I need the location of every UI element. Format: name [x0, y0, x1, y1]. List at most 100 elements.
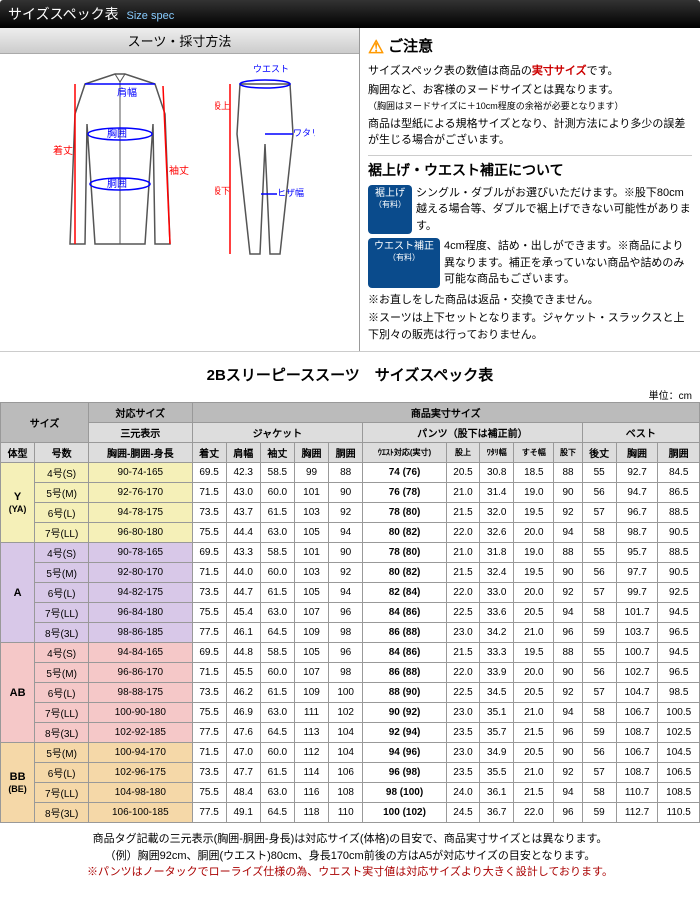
cell: 46.1 — [226, 623, 260, 643]
taikei-cell: BB(BE) — [1, 743, 35, 823]
sub-title: 裾上げ・ウエスト補正について — [368, 155, 692, 181]
th-col: 胸囲 — [616, 443, 658, 463]
table-row: 6号(L)98-88-17573.546.261.510910088 (90)2… — [1, 683, 700, 703]
th-col: 着丈 — [192, 443, 226, 463]
cell: 23.5 — [446, 763, 479, 783]
note-line: ※お直しをした商品は返品・交換できません。 — [368, 292, 692, 309]
svg-text:肩幅: 肩幅 — [117, 86, 137, 99]
cell: 33.9 — [480, 663, 514, 683]
table-row: 7号(LL)96-84-18075.545.463.01079684 (86)2… — [1, 603, 700, 623]
cell: 96 — [329, 603, 363, 623]
cell: 32.6 — [480, 523, 514, 543]
th-col: 胸囲 — [294, 443, 328, 463]
cell: 116 — [294, 783, 328, 803]
cell: 112.7 — [616, 803, 658, 823]
cell: 94 — [554, 703, 582, 723]
cell: 24.5 — [446, 803, 479, 823]
cell: 35.1 — [480, 703, 514, 723]
cell: 23.0 — [446, 743, 479, 763]
cell: 99 — [294, 463, 328, 483]
cell: 63.0 — [260, 783, 294, 803]
cell: 57 — [582, 503, 616, 523]
th-col: 後丈 — [582, 443, 616, 463]
cell: 75.5 — [192, 703, 226, 723]
th-sangen: 三元表示 — [89, 423, 192, 443]
cell: 76 (78) — [363, 483, 447, 503]
notes-panel: ⚠ ご注意 サイズスペック表の数値は商品の実寸サイズです。 胸囲など、お客様のヌ… — [360, 28, 700, 351]
cell: 92 (94) — [363, 723, 447, 743]
svg-text:ウエスト: ウエスト — [253, 64, 289, 74]
warn-title: ⚠ ご注意 — [368, 34, 692, 61]
table-row: 8号(3L)102-92-18577.547.664.511310492 (94… — [1, 723, 700, 743]
cell: 22.0 — [446, 583, 479, 603]
cell: 92-80-170 — [89, 563, 192, 583]
cell: 111 — [294, 703, 328, 723]
cell: 90 — [554, 483, 582, 503]
cell: 21.5 — [514, 723, 554, 743]
cell: 86 (88) — [363, 623, 447, 643]
cell: 107 — [294, 663, 328, 683]
cell: 31.8 — [480, 543, 514, 563]
cell: 92.5 — [658, 583, 700, 603]
cell: 20.0 — [514, 663, 554, 683]
cell: 90 — [329, 543, 363, 563]
th-taiou: 対応サイズ — [89, 403, 192, 423]
cell: 74 (76) — [363, 463, 447, 483]
cell: 5号(M) — [35, 663, 89, 683]
th-pants: パンツ（股下は補正前） — [363, 423, 582, 443]
cell: 47.0 — [226, 743, 260, 763]
cell: 33.3 — [480, 643, 514, 663]
cell: 106.5 — [658, 763, 700, 783]
cell: 90 (92) — [363, 703, 447, 723]
cell: 102-92-185 — [89, 723, 192, 743]
cell: 59 — [582, 723, 616, 743]
diagram-area: 肩幅 胸囲 胴囲 着丈 袖丈 ウエスト 股上 ワタリ幅 股下 ヒザ幅 — [0, 54, 359, 294]
th-gou: 号数 — [35, 443, 89, 463]
cell: 92 — [554, 763, 582, 783]
cell: 8号(3L) — [35, 723, 89, 743]
cell: 22.0 — [514, 803, 554, 823]
cell: 58 — [582, 603, 616, 623]
note-line: ※スーツは上下セットとなります。ジャケット・スラックスと上下別々の販売は行ってお… — [368, 310, 692, 343]
taikei-cell: AB — [1, 643, 35, 743]
cell: 95.7 — [616, 543, 658, 563]
cell: 88.5 — [658, 543, 700, 563]
cell: 19.5 — [514, 643, 554, 663]
cell: 71.5 — [192, 743, 226, 763]
cell: 90 — [329, 483, 363, 503]
cell: 96 — [554, 623, 582, 643]
cell: 96-84-180 — [89, 603, 192, 623]
cell: 44.7 — [226, 583, 260, 603]
cell: 19.0 — [514, 543, 554, 563]
cell: 64.5 — [260, 803, 294, 823]
table-row: AB4号(S)94-84-16569.544.858.51059684 (86)… — [1, 643, 700, 663]
cell: 105 — [294, 523, 328, 543]
cell: 108.7 — [616, 763, 658, 783]
cell: 94-78-175 — [89, 503, 192, 523]
cell: 7号(LL) — [35, 603, 89, 623]
cell: 94.5 — [658, 643, 700, 663]
th-jacket: ジャケット — [192, 423, 363, 443]
cell: 105 — [294, 643, 328, 663]
cell: 98 (100) — [363, 783, 447, 803]
th-taikei: 体型 — [1, 443, 35, 463]
th-col: 胴囲 — [658, 443, 700, 463]
cell: 69.5 — [192, 643, 226, 663]
cell: 22.5 — [446, 683, 479, 703]
cell: 22.5 — [446, 603, 479, 623]
cell: 108 — [329, 783, 363, 803]
cell: 94-82-175 — [89, 583, 192, 603]
cell: 55 — [582, 643, 616, 663]
cell: 59 — [582, 803, 616, 823]
svg-text:股下: 股下 — [215, 186, 230, 196]
cell: 6号(L) — [35, 763, 89, 783]
cell: 19.0 — [514, 483, 554, 503]
cell: 58 — [582, 523, 616, 543]
cell: 61.5 — [260, 683, 294, 703]
cell: 82 (84) — [363, 583, 447, 603]
cell: 78 (80) — [363, 503, 447, 523]
table-row: 6号(L)94-82-17573.544.761.51059482 (84)22… — [1, 583, 700, 603]
cell: 104 — [329, 743, 363, 763]
cell: 20.5 — [446, 463, 479, 483]
th-size: サイズ — [1, 403, 89, 443]
